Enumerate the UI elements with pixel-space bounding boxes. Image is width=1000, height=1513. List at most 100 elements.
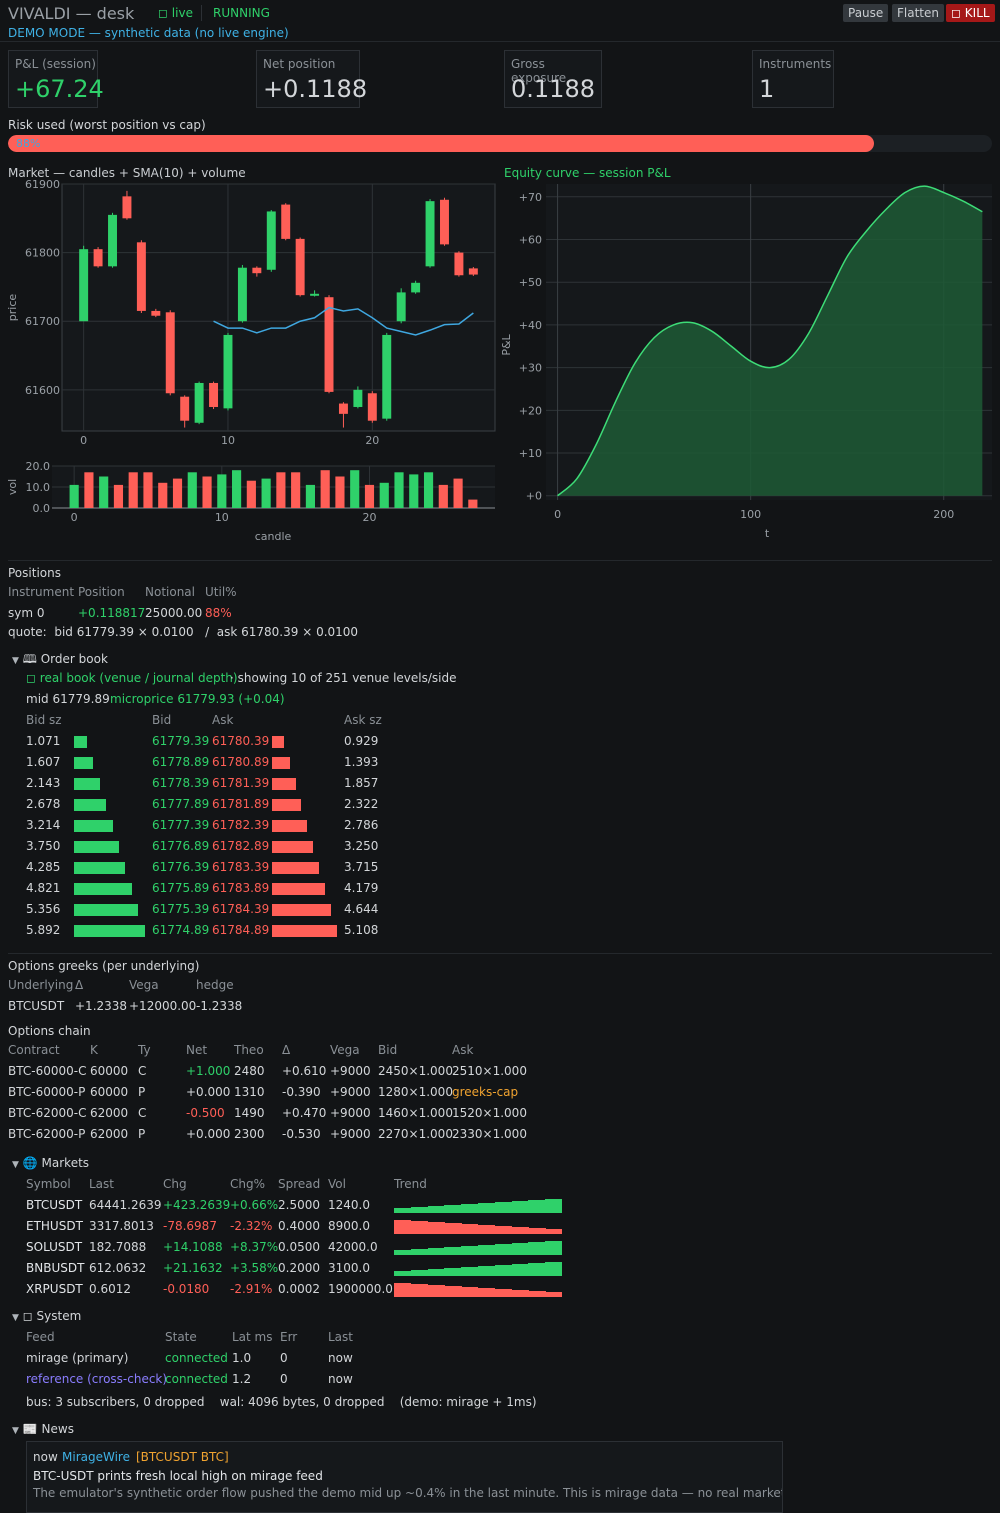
chain-contract: BTC-62000-C — [8, 1106, 87, 1120]
market-trend-bar — [461, 1246, 479, 1255]
book-icon: 🕮 — [22, 652, 37, 666]
volume-ytick-label: 20.0 — [26, 460, 51, 473]
feed-latency-primary: 1.0 — [232, 1351, 252, 1365]
chain-header-vega: Vega — [330, 1043, 360, 1057]
bid-depth-bar — [74, 925, 145, 937]
kill-label: KILL — [964, 6, 990, 20]
order-book-section-header[interactable]: ▼ 🕮 Order book — [12, 650, 108, 671]
system-header-feed: Feed — [26, 1330, 55, 1344]
ask-depth-bar — [272, 799, 302, 811]
book-source-label: real book (venue / journal depth) — [39, 671, 238, 685]
news-item[interactable]: now MirageWire [BTCUSDT BTC] BTC-USDT pr… — [26, 1441, 783, 1513]
chain-ask: 1520×1.000 — [452, 1106, 527, 1120]
options-chain-title: Options chain — [8, 1024, 91, 1038]
risk-bar-fill — [8, 135, 874, 152]
volume-bar — [453, 478, 463, 508]
volume-bar — [99, 476, 109, 508]
bid-depth-bar — [74, 904, 139, 916]
chain-theo: 2300 — [234, 1127, 265, 1141]
market-change: +423.2639 — [163, 1198, 231, 1212]
system-header-last: Last — [328, 1330, 353, 1344]
market-last: 0.6012 — [89, 1282, 131, 1296]
pause-button[interactable]: Pause — [843, 4, 889, 22]
risk-bar-track: 88% — [8, 135, 992, 152]
volume-bar — [261, 478, 271, 508]
book-header-bid-size: Bid sz — [26, 713, 62, 727]
volume-bar — [128, 472, 138, 508]
book-source-toggle[interactable]: ◻ real book (venue / journal depth) — [26, 671, 238, 685]
market-trend-bar — [494, 1288, 513, 1297]
market-trend-bar — [528, 1263, 546, 1276]
pnl-card: P&L (session) +67.24 — [8, 50, 104, 108]
system-header-errors: Err — [280, 1330, 298, 1344]
volume-bar — [409, 474, 419, 508]
news-section-header[interactable]: ▼ 📰 News — [12, 1422, 74, 1436]
market-trend-bar — [511, 1226, 529, 1234]
gross-exposure-card: Gross exposure 0.1188 — [504, 50, 602, 108]
news-title: News — [41, 1422, 74, 1436]
chain-strike: 62000 — [90, 1106, 129, 1120]
feed-name-reference[interactable]: reference (cross-check) — [26, 1372, 168, 1386]
instruments-label: Instruments — [759, 57, 832, 71]
bid-price: 61778.39 — [152, 776, 210, 790]
ask-price: 61781.39 — [212, 776, 270, 790]
engine-state: RUNNING — [213, 6, 270, 20]
bid-depth-bar — [74, 757, 94, 769]
market-trend-bar — [410, 1207, 429, 1213]
bid-size: 4.285 — [26, 860, 61, 874]
volume-bar — [291, 472, 301, 508]
system-square-icon: ◻ — [22, 1309, 33, 1323]
ask-depth-bar — [272, 925, 337, 937]
bid-size: 3.214 — [26, 818, 61, 832]
bid-size: 3.750 — [26, 839, 61, 853]
chain-bid: 2450×1.000 — [378, 1064, 453, 1078]
volume-bar — [335, 476, 345, 508]
greeks-delta: +1.2338 — [75, 999, 128, 1013]
book-header-ask-size: Ask sz — [344, 713, 382, 727]
chain-vega: +9000 — [330, 1085, 371, 1099]
bid-depth-bar — [74, 820, 113, 832]
volume-bar — [320, 470, 330, 508]
bid-price: 61778.89 — [152, 755, 210, 769]
markets-header-chg: Chg — [163, 1177, 187, 1191]
ask-price: 61782.39 — [212, 818, 270, 832]
market-trend-bar — [410, 1249, 429, 1255]
volume-ytick-label: 0.0 — [33, 502, 51, 515]
ask-depth-bar — [272, 904, 331, 916]
market-volume: 1900000.0 — [328, 1282, 393, 1296]
sma-line — [213, 306, 474, 336]
chain-vega: +9000 — [330, 1064, 371, 1078]
live-square-icon: ◻ — [158, 6, 168, 20]
chain-ask: greeks-cap — [452, 1085, 519, 1099]
flatten-button[interactable]: Flatten — [892, 4, 944, 22]
system-section-header[interactable]: ▼ ◻ System — [12, 1309, 81, 1323]
ask-depth-bar — [272, 820, 308, 832]
chain-ask: 2510×1.000 — [452, 1064, 527, 1078]
live-indicator: ◻ live — [158, 6, 193, 20]
volume-bar — [438, 484, 448, 508]
market-trend-bar — [494, 1225, 513, 1234]
volume-xtick-label: 10 — [215, 511, 229, 524]
demo-notice: DEMO MODE — synthetic data (no live engi… — [8, 26, 289, 40]
ask-price: 61781.89 — [212, 797, 270, 811]
system-footer: bus: 3 subscribers, 0 dropped wal: 4096 … — [26, 1395, 537, 1409]
equity-ytick-label: +40 — [519, 319, 542, 332]
equity-ytick-label: +50 — [519, 276, 542, 289]
volume-bar — [113, 484, 124, 508]
volume-bar — [158, 482, 168, 508]
equity-ytick-label: +20 — [519, 404, 542, 417]
kill-button[interactable]: ◻ KILL — [946, 4, 995, 22]
ask-size: 4.644 — [344, 902, 379, 916]
market-trend-bar — [444, 1247, 462, 1255]
markets-section-header[interactable]: ▼ 🌐 Markets — [12, 1156, 89, 1170]
chain-net: +0.000 — [186, 1127, 231, 1141]
collapse-triangle-icon: ▼ — [12, 1426, 19, 1436]
chain-strike: 60000 — [90, 1064, 129, 1078]
position-notional: 25000.00 — [145, 606, 203, 620]
equity-ytick-label: +0 — [526, 490, 542, 503]
header-divider — [201, 5, 202, 21]
market-trend-bar — [494, 1202, 513, 1213]
candle-body — [353, 389, 363, 407]
candle-body — [194, 382, 204, 423]
greeks-underlying: BTCUSDT — [8, 999, 65, 1013]
